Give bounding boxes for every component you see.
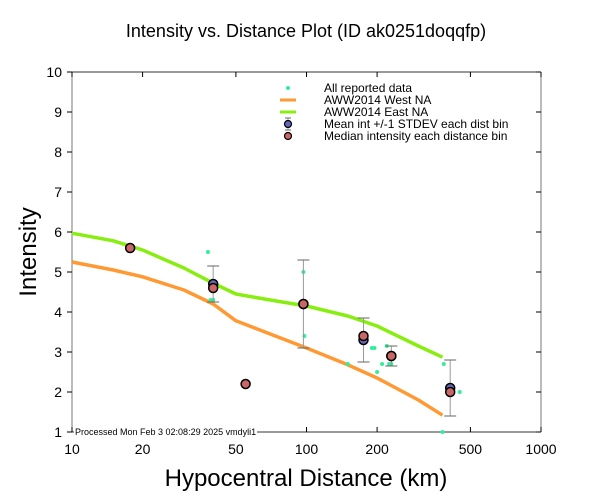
y-tick-label: 10	[46, 64, 62, 80]
y-tick-label: 7	[54, 184, 62, 200]
data-points	[205, 250, 462, 434]
reported-data-point	[205, 250, 210, 254]
legend-marker-dot	[286, 86, 290, 90]
median-intensity-point	[298, 298, 309, 310]
reported-data-point	[440, 430, 445, 434]
y-tick-label: 8	[54, 144, 62, 160]
median-intensity-point	[240, 378, 251, 390]
footer-background	[74, 427, 258, 437]
reported-data-point	[345, 362, 350, 366]
reported-data-point	[375, 370, 380, 374]
processed-timestamp: Processed Mon Feb 3 02:08:29 2025 vmdyli…	[75, 427, 256, 437]
legend-marker-circle	[283, 119, 293, 129]
median-intensity-point	[124, 242, 136, 254]
y-tick-label: 1	[54, 424, 62, 440]
legend-label: Mean int +/-1 STDEV each dist bin	[324, 117, 508, 131]
legend-label: All reported data	[324, 81, 412, 95]
curve-aww2014-east-na	[71, 231, 444, 359]
y-tick-label: 9	[54, 104, 62, 120]
x-axis-title: Hypocentral Distance (km)	[165, 465, 448, 492]
y-tick-label: 3	[54, 344, 62, 360]
y-axis-ticks: 1 2 3 4 5 6 7 8 9 10	[46, 64, 541, 440]
reported-data-point	[441, 362, 446, 366]
y-axis-title: Intensity	[15, 207, 42, 296]
x-tick-label: 200	[365, 441, 389, 457]
median-intensity-point	[207, 282, 219, 294]
legend-label: AWW2014 West NA	[324, 93, 431, 107]
median-intensity-point	[444, 386, 456, 398]
y-tick-label: 2	[54, 384, 62, 400]
error-bars	[124, 242, 457, 417]
y-tick-label: 4	[54, 304, 62, 320]
x-tick-label: 20	[135, 441, 151, 457]
legend-label: AWW2014 East NA	[324, 105, 428, 119]
reported-data-point	[372, 346, 377, 350]
y-tick-label: 5	[54, 264, 62, 280]
x-tick-label: 50	[228, 441, 244, 457]
x-tick-label: 500	[459, 441, 483, 457]
curve-aww2014-west-na	[71, 260, 444, 417]
model-curves	[71, 231, 444, 417]
x-tick-label: 10	[64, 441, 80, 457]
y-tick-label: 6	[54, 224, 62, 240]
x-tick-label: 100	[295, 441, 319, 457]
median-intensity-point	[386, 350, 397, 362]
x-axis-ticks: 10 20 50 100 200 500 1000	[64, 72, 557, 457]
x-tick-label: 1000	[525, 441, 556, 457]
median-intensity-point	[358, 330, 369, 342]
chart-title: Intensity vs. Distance Plot (ID ak0251do…	[126, 21, 486, 41]
legend-label: Median intensity each distance bin	[324, 129, 507, 143]
processed-footer: Processed Mon Feb 3 02:08:29 2025 vmdyli…	[74, 427, 258, 437]
legend-marker-circle	[283, 131, 293, 141]
reported-data-point	[457, 390, 462, 394]
reported-data-point	[380, 362, 385, 366]
